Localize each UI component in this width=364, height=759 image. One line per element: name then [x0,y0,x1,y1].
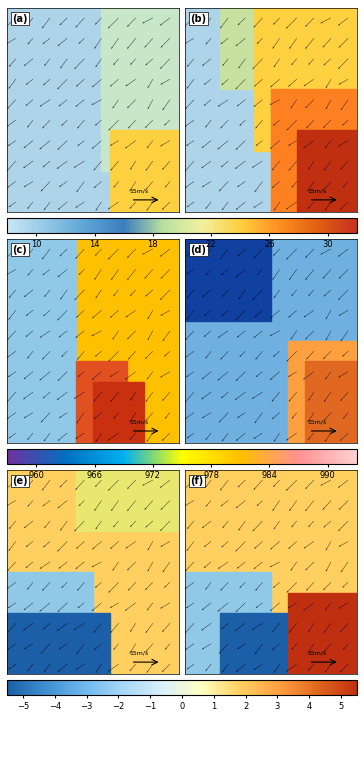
Text: 15m/s: 15m/s [307,420,326,425]
Bar [305,361,357,443]
Bar [102,8,179,172]
Bar [185,572,271,675]
Text: (d): (d) [191,245,206,255]
Text: 15m/s: 15m/s [129,189,148,194]
Bar [110,131,179,213]
Bar [297,131,357,213]
Bar [220,613,323,675]
Bar [220,8,357,90]
Bar [271,90,357,213]
Bar [185,238,271,320]
Bar [254,8,357,151]
Text: 15m/s: 15m/s [129,420,148,425]
Bar [288,593,357,675]
Text: (f): (f) [191,476,204,486]
Bar [7,572,93,675]
Bar [7,613,110,675]
Text: 15m/s: 15m/s [307,651,326,656]
Text: (c): (c) [12,245,27,255]
Bar [288,341,357,443]
Bar [7,238,76,443]
Bar [76,361,127,443]
Text: (e): (e) [12,476,28,486]
Text: (a): (a) [12,14,28,24]
Text: 15m/s: 15m/s [307,189,326,194]
Bar [76,470,179,531]
Bar [93,382,144,443]
Text: 15m/s: 15m/s [129,651,148,656]
Text: (b): (b) [191,14,207,24]
